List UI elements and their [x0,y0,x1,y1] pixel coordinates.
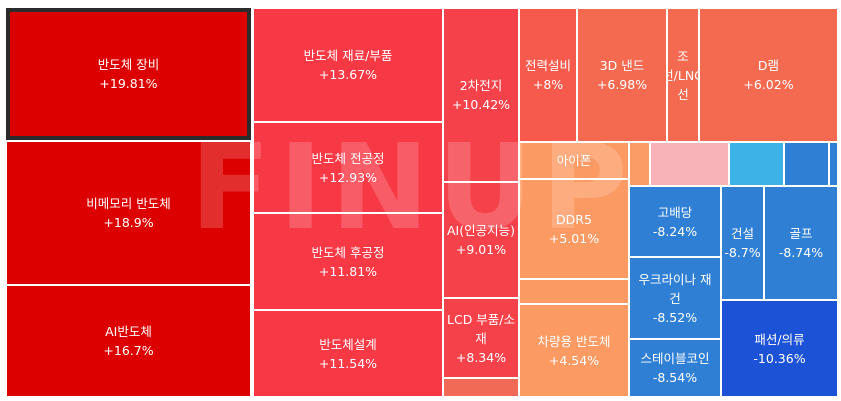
tile-construction[interactable]: 건설 -8.7% [721,186,764,300]
tile-change: +4.54% [548,352,600,368]
tile-semiconductor-equipment[interactable]: 반도체 장비 +19.81% [6,8,251,140]
tile-semiconductor-front-end[interactable]: 반도체 전공정 +12.93% [253,122,443,213]
tile-change: -10.36% [753,350,806,366]
tile-name: 2차전지 [459,78,503,93]
tile-semiconductor-design[interactable]: 반도체설계 +11.54% [253,310,443,397]
tile-shipbuilding-lng[interactable]: 조선/LNG선 [667,8,699,142]
tile-change: +11.81% [318,263,378,279]
tile-name: 아이폰 [556,153,592,168]
tile-small[interactable] [443,378,519,397]
tile-change: -8.74% [778,245,824,260]
tile-name: 반도체설계 [319,336,377,352]
tile-change: -8.52% [652,309,698,325]
tile-name: 고배당 [657,204,693,220]
tile-name: 반도체 전공정 [311,150,385,166]
tile-secondary-battery[interactable]: 2차전지 +10.42% [443,8,519,182]
tile-change: +12.93% [318,169,378,185]
tile-change: +10.42% [451,97,511,112]
tile-name: 건설 [730,226,754,241]
tile-lcd-parts[interactable]: LCD 부품/소재 +8.34% [443,298,519,378]
tile-name: 차량용 반도체 [537,333,611,349]
tile-ai-semiconductor[interactable]: AI반도체 +16.7% [6,285,251,397]
tile-change: +16.7% [103,343,154,358]
tile-name: 패션/의류 [754,331,805,347]
tile-name: 3D 낸드 [599,58,645,73]
tile-power-equipment[interactable]: 전력설비 +8% [519,8,577,142]
tile-change: +8% [532,77,564,92]
tile-change: +8.34% [455,349,507,365]
tile-name: 반도체 장비 [97,57,160,72]
tile-change: -8.7% [724,245,761,260]
tile-dram[interactable]: D램 +6.02% [699,8,838,142]
tile-name: DDR5 [556,212,592,227]
tile-small[interactable] [784,142,829,186]
tile-non-memory-semiconductor[interactable]: 비메모리 반도체 +18.9% [6,141,251,285]
tile-name: 골프 [789,226,813,241]
tile-semiconductor-materials[interactable]: 반도체 재료/부품 +13.67% [253,8,443,122]
tile-change: +11.54% [318,355,378,371]
tile-name: 스테이블코인 [640,351,710,366]
tile-change: -8.24% [652,223,698,239]
tile-name: 전력설비 [524,58,571,73]
tile-name: 반도체 후공정 [311,244,385,260]
tile-iphone[interactable]: 아이폰 [519,142,629,179]
tile-small[interactable] [629,142,650,186]
tile-artificial-intelligence[interactable]: AI(인공지능) +9.01% [443,182,519,298]
tile-fashion-apparel[interactable]: 패션/의류 -10.36% [721,300,838,397]
tile-change: +18.9% [103,215,154,230]
tile-golf[interactable]: 골프 -8.74% [764,186,838,300]
tile-change: +6.02% [743,77,794,92]
tile-name: 우크라이나 재건 [638,271,712,306]
tile-name: AI(인공지능) [447,223,515,238]
tile-change: +9.01% [455,242,507,257]
tile-name: LCD 부품/소재 [447,311,516,346]
tile-small[interactable] [650,142,729,186]
tile-ddr5[interactable]: DDR5 +5.01% [519,179,629,279]
tile-automotive-semiconductor[interactable]: 차량용 반도체 +4.54% [519,304,629,397]
tile-high-dividend[interactable]: 고배당 -8.24% [629,186,721,257]
tile-small[interactable] [519,279,629,304]
tile-name: 조선/LNG선 [668,48,698,102]
tile-name: D램 [757,58,780,73]
tile-small[interactable] [729,142,784,186]
tile-3d-nand[interactable]: 3D 낸드 +6.98% [577,8,667,142]
tile-change: +19.81% [99,76,158,91]
tile-name: 비메모리 반도체 [86,196,171,211]
tile-change: +6.98% [596,77,648,92]
tile-stablecoin[interactable]: 스테이블코인 -8.54% [629,339,721,397]
tile-change: -8.54% [652,370,698,385]
tile-name: 반도체 재료/부품 [303,48,393,63]
tile-change: +5.01% [548,231,600,246]
tile-name: AI반도체 [105,324,152,339]
tile-ukraine-reconstruction[interactable]: 우크라이나 재건 -8.52% [629,257,721,339]
tile-change: +13.67% [318,67,378,82]
tile-semiconductor-back-end[interactable]: 반도체 후공정 +11.81% [253,213,443,310]
tile-small[interactable] [829,142,838,186]
